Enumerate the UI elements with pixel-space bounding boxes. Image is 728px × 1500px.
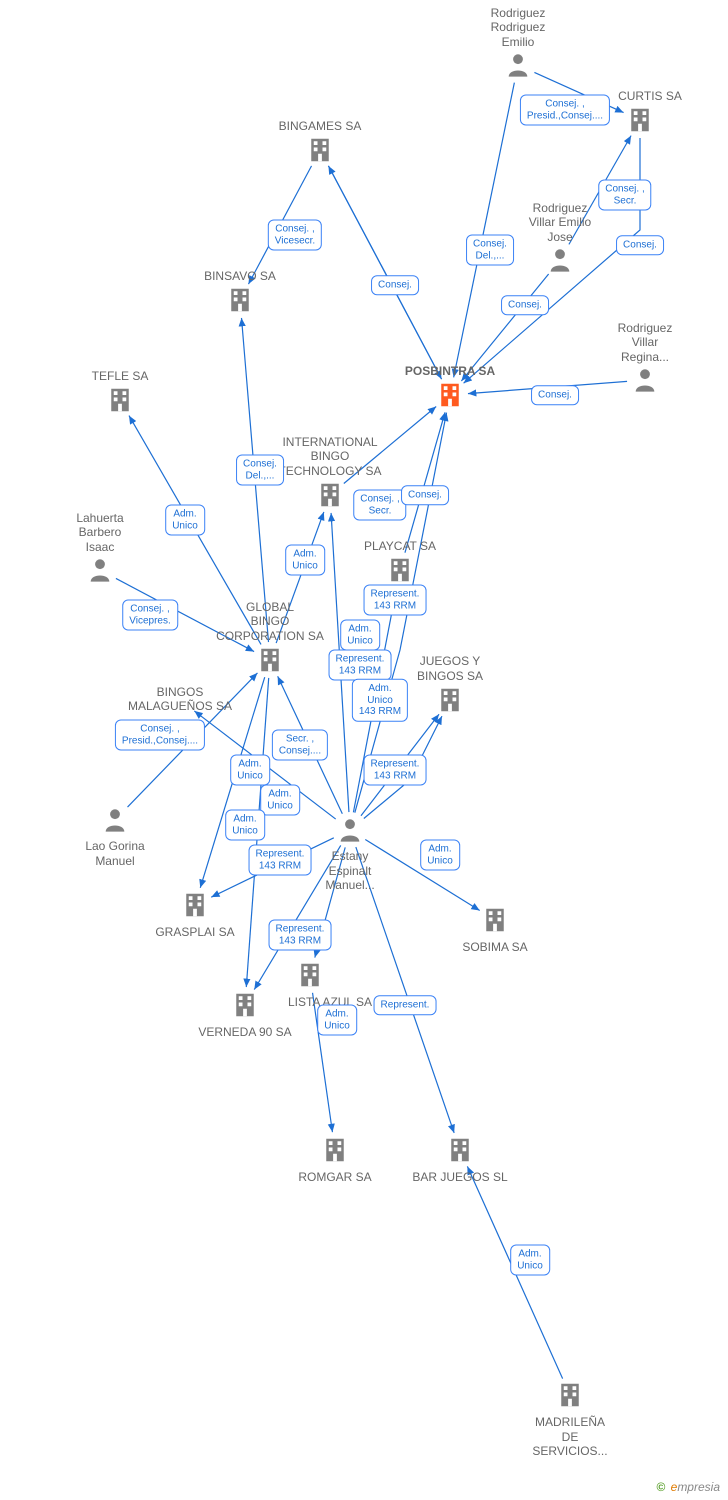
edge-label: Consej. <box>371 275 419 295</box>
node-bingames[interactable]: BINGAMES SA <box>260 119 380 169</box>
person-icon <box>40 556 160 587</box>
company-icon <box>340 555 460 588</box>
node-label: BINGOS MALAGUEÑOS SA <box>120 685 240 714</box>
edge-label: Consej. <box>501 295 549 315</box>
node-label: VERNEDA 90 SA <box>185 1025 305 1039</box>
node-romgar[interactable]: ROMGAR SA <box>275 1135 395 1185</box>
edge-label: Represent. 143 RRM <box>364 755 427 786</box>
company-icon <box>445 1154 475 1168</box>
edge-label: Consej. , Presid.,Consej.... <box>115 720 205 751</box>
node-binsavo[interactable]: BINSAVO SA <box>180 269 300 319</box>
node-label: Rodriguez Villar Regina... <box>585 321 705 364</box>
node-grasplai[interactable]: GRASPLAI SA <box>135 890 255 940</box>
company-icon <box>180 909 210 923</box>
edge-label: Consej. <box>401 485 449 505</box>
node-posbintra[interactable]: POSBINTRA SA <box>390 364 510 414</box>
person-icon <box>458 51 578 82</box>
node-label: BINSAVO SA <box>180 269 300 283</box>
edge-label: Represent. 143 RRM <box>329 650 392 681</box>
edge-playcat-posbintra <box>405 412 445 552</box>
node-label: ROMGAR SA <box>275 1170 395 1184</box>
node-label: MADRILEÑA DE SERVICIOS... <box>510 1415 630 1458</box>
edge-label: Represent. <box>374 995 437 1015</box>
person-icon <box>101 823 129 837</box>
node-juegos_bingos[interactable]: JUEGOS Y BINGOS SA <box>390 654 510 718</box>
brand-rest: mpresia <box>677 1480 720 1494</box>
node-label: JUEGOS Y BINGOS SA <box>390 654 510 683</box>
node-gbc[interactable]: GLOBAL BINGO CORPORATION SA <box>210 600 330 679</box>
company-icon <box>390 380 510 413</box>
edge-label: Consej. <box>531 385 579 405</box>
company-icon <box>260 135 380 168</box>
node-bingos_malaguenos[interactable]: BINGOS MALAGUEÑOS SA <box>120 685 240 716</box>
node-lahuerta[interactable]: Lahuerta Barbero Isaac <box>40 511 160 588</box>
node-label: GLOBAL BINGO CORPORATION SA <box>210 600 330 643</box>
node-rodriguez_villar_regina[interactable]: Rodriguez Villar Regina... <box>585 321 705 398</box>
edge-label: Adm. Unico 143 RRM <box>352 679 408 722</box>
node-label: BINGAMES SA <box>260 119 380 133</box>
node-lao_gorina[interactable]: Lao Gorina Manuel <box>55 806 175 868</box>
edge-posbintra-bingames <box>328 166 441 379</box>
company-icon <box>210 645 330 678</box>
node-label: TEFLE SA <box>60 369 180 383</box>
edge-label: Adm. Unico <box>420 840 460 871</box>
edge-label: Consej. , Presid.,Consej.... <box>520 95 610 126</box>
edge-label: Consej. , Vicepres. <box>122 600 178 631</box>
edge-label: Consej. <box>616 235 664 255</box>
edge-label: Adm. Unico <box>285 545 325 576</box>
node-label: PLAYCAT SA <box>340 539 460 553</box>
node-label: Lahuerta Barbero Isaac <box>40 511 160 554</box>
edge-label: Secr. , Consej.... <box>272 730 328 761</box>
edge-bingames-posbintra <box>328 166 441 379</box>
edge-label: Represent. 143 RRM <box>249 845 312 876</box>
node-label: POSBINTRA SA <box>390 364 510 378</box>
person-icon <box>336 833 364 847</box>
edge-label: Adm. Unico <box>317 1005 357 1036</box>
node-playcat[interactable]: PLAYCAT SA <box>340 539 460 589</box>
person-icon <box>500 246 620 277</box>
edge-label: Adm. Unico <box>165 505 205 536</box>
edge-label: Adm. Unico <box>510 1245 550 1276</box>
node-rodriguez_emilio[interactable]: Rodriguez Rodriguez Emilio <box>458 6 578 83</box>
node-sobima[interactable]: SOBIMA SA <box>435 905 555 955</box>
edge-label: Consej. , Secr. <box>598 180 651 211</box>
company-icon <box>480 924 510 938</box>
node-verneda[interactable]: VERNEDA 90 SA <box>185 990 305 1040</box>
node-label: INTERNATIONAL BINGO TECHNOLOGY SA <box>270 435 390 478</box>
company-icon <box>320 1154 350 1168</box>
person-icon <box>585 366 705 397</box>
edge-label: Consej. , Secr. <box>353 490 406 521</box>
node-label: Rodriguez Rodriguez Emilio <box>458 6 578 49</box>
edge-label: Consej. Del.,... <box>466 235 514 266</box>
company-icon <box>555 1399 585 1413</box>
company-icon <box>60 385 180 418</box>
node-rodriguez_villar_emilio[interactable]: Rodriguez Villar Emilio Jose <box>500 201 620 278</box>
watermark: © empresia <box>656 1480 720 1494</box>
edge-label: Represent. 143 RRM <box>364 585 427 616</box>
copyright-symbol: © <box>656 1480 665 1494</box>
edge-label: Consej. Del.,... <box>236 455 284 486</box>
company-icon <box>390 685 510 718</box>
edge-label: Adm. Unico <box>225 810 265 841</box>
edge-label: Adm. Unico <box>260 785 300 816</box>
edge-label: Represent. 143 RRM <box>269 920 332 951</box>
node-madrilena[interactable]: MADRILEÑA DE SERVICIOS... <box>510 1380 630 1459</box>
node-bar_juegos[interactable]: BAR JUEGOS SL <box>400 1135 520 1185</box>
node-label: Lao Gorina Manuel <box>55 839 175 868</box>
node-label: BAR JUEGOS SL <box>400 1170 520 1184</box>
edge-label: Consej. , Vicesecr. <box>268 220 322 251</box>
company-icon <box>180 285 300 318</box>
node-label: SOBIMA SA <box>435 940 555 954</box>
edge-label: Adm. Unico <box>340 620 380 651</box>
edge-label: Adm. Unico <box>230 755 270 786</box>
company-icon <box>230 1009 260 1023</box>
node-label: GRASPLAI SA <box>135 925 255 939</box>
node-tefle[interactable]: TEFLE SA <box>60 369 180 419</box>
